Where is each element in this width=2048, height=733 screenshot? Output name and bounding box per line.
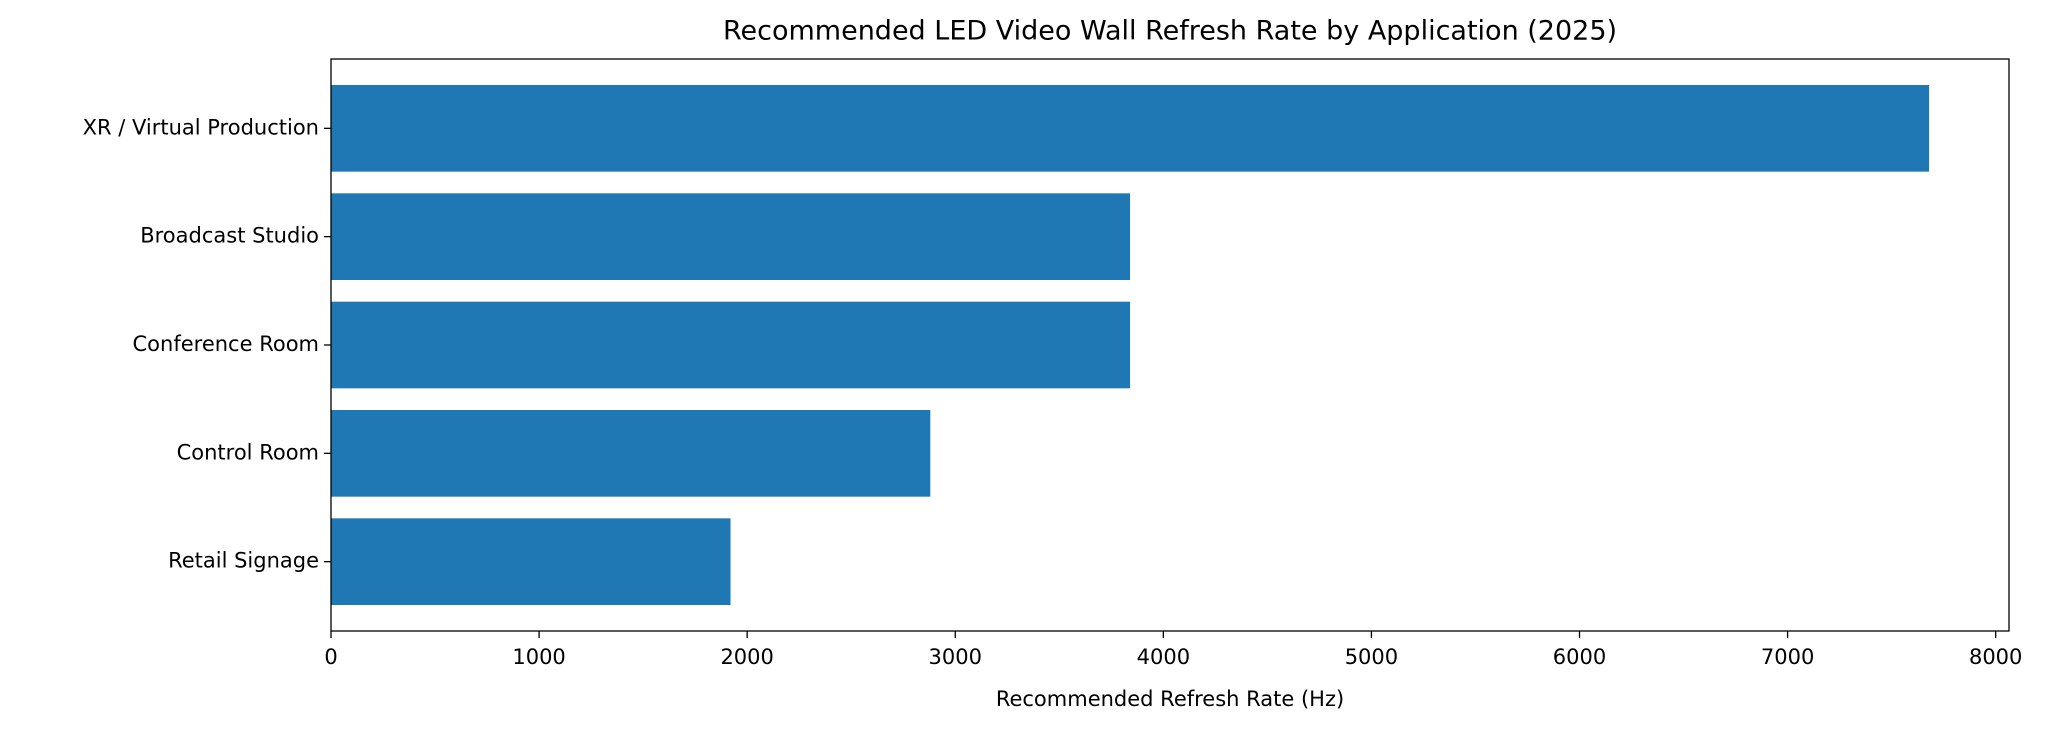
- y-tick-label: Control Room: [177, 440, 319, 464]
- x-tick-label: 2000: [720, 645, 773, 669]
- y-tick-label: Retail Signage: [168, 549, 319, 573]
- x-tick-label: 8000: [1969, 645, 2022, 669]
- x-tick-label: 5000: [1345, 645, 1398, 669]
- x-tick-label: 0: [324, 645, 337, 669]
- x-tick-label: 3000: [929, 645, 982, 669]
- y-tick-label: Broadcast Studio: [140, 224, 319, 248]
- y-tick-label: Conference Room: [133, 332, 319, 356]
- x-tick-label: 1000: [512, 645, 565, 669]
- bar: [331, 410, 931, 497]
- x-tick-label: 6000: [1553, 645, 1606, 669]
- plot-frame: [330, 58, 2010, 632]
- x-tick-label: 7000: [1761, 645, 1814, 669]
- x-tick-label: 4000: [1137, 645, 1190, 669]
- x-axis-label: Recommended Refresh Rate (Hz): [996, 687, 1344, 711]
- chart-title: Recommended LED Video Wall Refresh Rate …: [723, 16, 1617, 47]
- bar: [331, 518, 731, 605]
- bar: [331, 193, 1131, 280]
- bar: [331, 301, 1131, 389]
- bar: [331, 85, 1930, 172]
- y-tick-label: XR / Virtual Production: [83, 115, 319, 139]
